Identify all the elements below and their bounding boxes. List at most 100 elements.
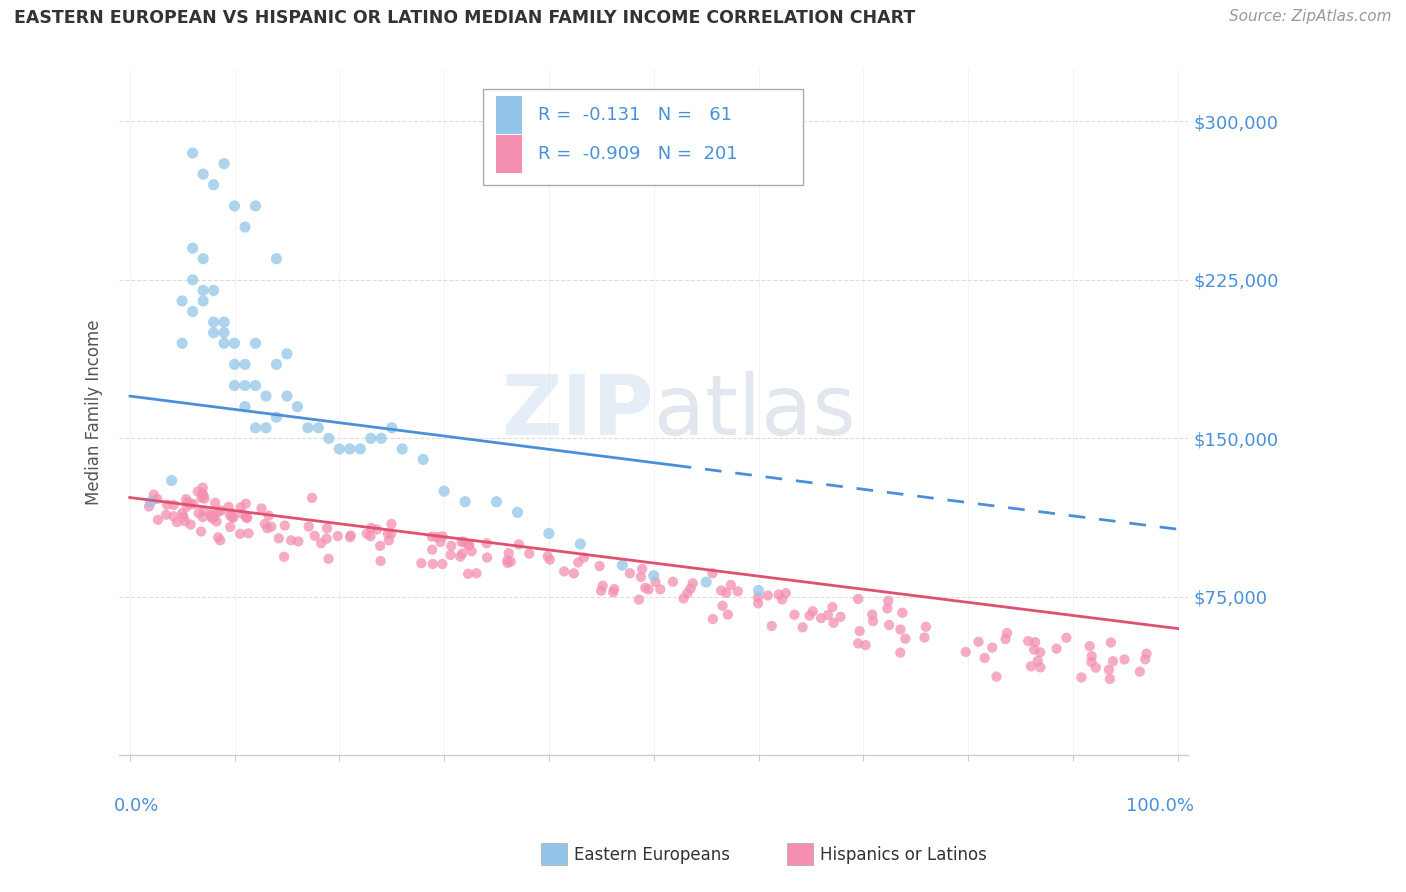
Point bbox=[318, 551, 340, 566]
Point bbox=[810, 611, 832, 625]
Point bbox=[245, 421, 267, 435]
Point bbox=[316, 521, 339, 535]
Point bbox=[451, 547, 474, 561]
Point bbox=[236, 511, 259, 525]
Point bbox=[981, 640, 1004, 655]
Point bbox=[162, 509, 184, 524]
Point bbox=[460, 544, 482, 558]
Text: Source: ZipAtlas.com: Source: ZipAtlas.com bbox=[1229, 9, 1392, 24]
Point bbox=[914, 631, 936, 645]
Point bbox=[799, 608, 821, 623]
Point bbox=[432, 529, 454, 543]
Point bbox=[567, 556, 589, 570]
Point bbox=[139, 495, 162, 509]
Point bbox=[370, 431, 392, 445]
Point bbox=[301, 491, 323, 505]
Point bbox=[328, 442, 350, 456]
Point bbox=[202, 284, 225, 298]
Point bbox=[440, 539, 463, 553]
Point bbox=[411, 556, 433, 570]
Point bbox=[643, 568, 665, 582]
Point bbox=[381, 421, 404, 435]
Point bbox=[855, 638, 877, 652]
Point bbox=[457, 539, 479, 553]
Point bbox=[702, 612, 724, 626]
Point bbox=[238, 526, 260, 541]
Point bbox=[475, 550, 498, 565]
Point bbox=[218, 508, 240, 523]
Point bbox=[792, 620, 814, 634]
Point bbox=[368, 539, 391, 553]
Point bbox=[412, 452, 434, 467]
Point bbox=[273, 549, 295, 564]
Point bbox=[181, 146, 204, 161]
Point bbox=[356, 526, 378, 541]
Point bbox=[233, 400, 256, 414]
Point bbox=[915, 620, 938, 634]
Point bbox=[710, 583, 733, 598]
Point bbox=[877, 594, 900, 608]
Point bbox=[380, 526, 402, 541]
Point bbox=[817, 607, 839, 622]
Point bbox=[209, 503, 232, 517]
Point bbox=[200, 508, 222, 522]
Point bbox=[450, 535, 472, 549]
Point bbox=[172, 336, 194, 351]
Point bbox=[229, 500, 252, 515]
Point bbox=[253, 516, 276, 531]
Point bbox=[506, 505, 529, 519]
Point bbox=[627, 592, 650, 607]
Point bbox=[465, 566, 488, 581]
Point bbox=[783, 607, 806, 622]
Point bbox=[433, 484, 456, 499]
Point bbox=[207, 505, 229, 519]
Point bbox=[830, 610, 852, 624]
Point bbox=[156, 498, 179, 512]
Point bbox=[756, 589, 779, 603]
Point bbox=[360, 521, 382, 535]
Point bbox=[224, 358, 246, 372]
Point bbox=[224, 199, 246, 213]
Point bbox=[894, 632, 917, 646]
Point bbox=[422, 557, 444, 571]
Point bbox=[775, 586, 797, 600]
Point bbox=[377, 526, 399, 541]
Point bbox=[440, 548, 463, 562]
Point bbox=[193, 503, 215, 517]
Point bbox=[454, 495, 477, 509]
Point bbox=[662, 574, 685, 589]
Point bbox=[876, 601, 898, 615]
Point bbox=[720, 578, 742, 592]
Point bbox=[318, 431, 340, 445]
Point bbox=[229, 526, 252, 541]
Point bbox=[1017, 634, 1039, 648]
Point bbox=[181, 241, 204, 255]
Point bbox=[537, 526, 560, 541]
Point bbox=[634, 581, 657, 595]
Point bbox=[889, 646, 911, 660]
Point bbox=[429, 535, 451, 549]
Point bbox=[1114, 652, 1136, 666]
Point bbox=[426, 530, 449, 544]
Point bbox=[453, 534, 475, 549]
Point bbox=[160, 474, 183, 488]
Point bbox=[711, 599, 734, 613]
Point bbox=[485, 495, 508, 509]
Point bbox=[304, 529, 326, 543]
Point bbox=[166, 515, 188, 529]
Point bbox=[163, 498, 186, 512]
FancyBboxPatch shape bbox=[482, 89, 803, 186]
Point bbox=[339, 528, 361, 542]
Point bbox=[298, 519, 321, 533]
Point bbox=[181, 304, 204, 318]
Point bbox=[245, 378, 267, 392]
Point bbox=[672, 591, 695, 606]
Point bbox=[266, 358, 288, 372]
Point bbox=[173, 514, 195, 528]
Point bbox=[235, 509, 257, 524]
Point bbox=[221, 507, 243, 521]
Text: EASTERN EUROPEAN VS HISPANIC OR LATINO MEDIAN FAMILY INCOME CORRELATION CHART: EASTERN EUROPEAN VS HISPANIC OR LATINO M… bbox=[14, 9, 915, 27]
Point bbox=[297, 421, 319, 435]
Point bbox=[307, 421, 329, 435]
Point bbox=[517, 547, 540, 561]
